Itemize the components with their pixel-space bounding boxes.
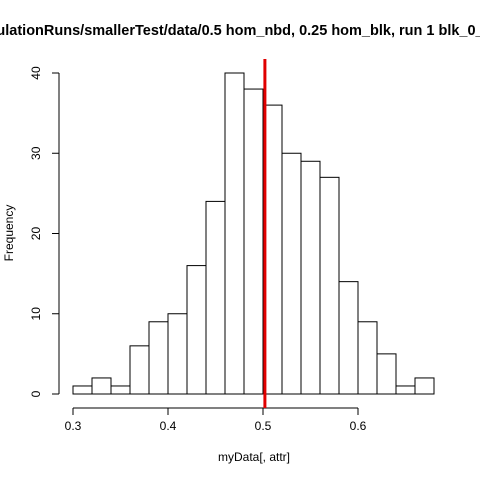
- x-tick-label: 0.6: [350, 419, 367, 433]
- histogram-bar: [338, 281, 359, 395]
- histogram-bar: [186, 265, 207, 395]
- chart-title: ulationRuns/smallerTest/data/0.5 hom_nbd…: [0, 23, 480, 39]
- histogram-bar: [414, 377, 435, 395]
- histogram-bar: [300, 160, 321, 395]
- histogram-bar: [395, 385, 416, 395]
- histogram-bar: [243, 88, 264, 395]
- x-axis-label: myData[, attr]: [218, 450, 290, 464]
- bars-group: [72, 72, 435, 395]
- histogram-bar: [167, 313, 188, 395]
- histogram-bar: [281, 152, 302, 395]
- y-tick-label: 0: [29, 390, 43, 397]
- y-axis: 0 10 20 30 40: [29, 66, 60, 397]
- histogram-bar: [319, 176, 340, 395]
- histogram-bar: [224, 72, 245, 395]
- y-tick-label: 20: [29, 227, 43, 241]
- histogram-bar: [357, 321, 378, 395]
- y-tick-label: 10: [29, 307, 43, 321]
- x-axis: 0.3 0.4 0.5 0.6: [65, 407, 367, 433]
- histogram-bar: [110, 385, 131, 395]
- histogram-bar: [72, 385, 93, 395]
- x-tick-label: 0.4: [160, 419, 177, 433]
- histogram-bar: [148, 321, 169, 395]
- histogram-bar: [376, 353, 397, 395]
- histogram-bar: [91, 377, 112, 395]
- histogram-bar: [205, 200, 226, 395]
- y-tick-label: 40: [29, 66, 43, 80]
- y-tick-label: 30: [29, 146, 43, 160]
- y-axis-label: Frequency: [2, 205, 16, 262]
- x-tick-label: 0.3: [65, 419, 82, 433]
- histogram-bar: [129, 345, 150, 395]
- x-tick-label: 0.5: [255, 419, 272, 433]
